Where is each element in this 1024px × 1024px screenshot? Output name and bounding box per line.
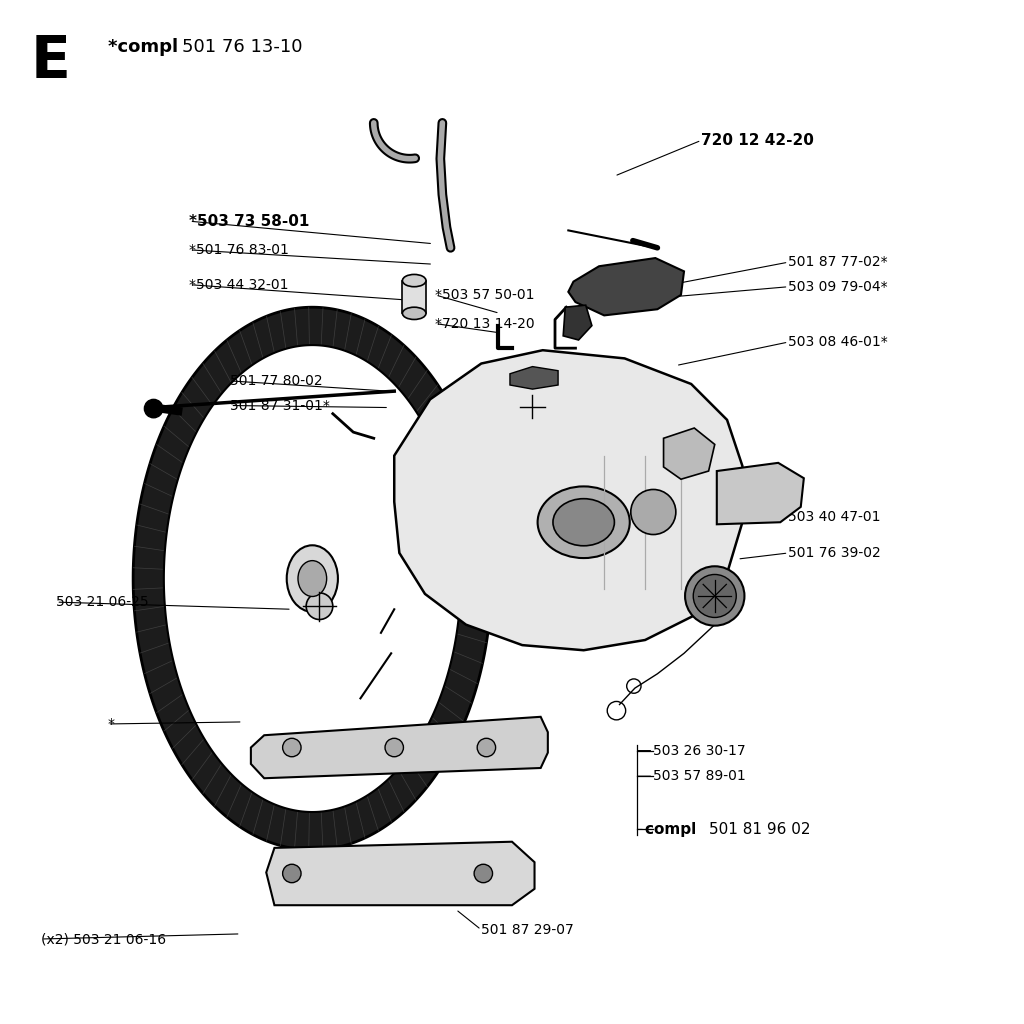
Circle shape bbox=[477, 738, 496, 757]
Circle shape bbox=[385, 738, 403, 757]
Text: 503 26 30-17: 503 26 30-17 bbox=[653, 743, 745, 758]
Polygon shape bbox=[510, 367, 558, 389]
Circle shape bbox=[144, 399, 163, 418]
Ellipse shape bbox=[298, 560, 327, 596]
Circle shape bbox=[631, 489, 676, 535]
Polygon shape bbox=[717, 463, 804, 524]
Text: *: * bbox=[108, 717, 115, 731]
Text: *503 73 58-01: *503 73 58-01 bbox=[189, 214, 310, 228]
Text: 720 12 42-20: 720 12 42-20 bbox=[701, 133, 814, 147]
Text: 501 87 31-01*: 501 87 31-01* bbox=[230, 398, 331, 413]
Text: 501 76 39-02: 501 76 39-02 bbox=[788, 546, 882, 560]
Text: 503 08 46-01*: 503 08 46-01* bbox=[788, 335, 888, 349]
Ellipse shape bbox=[538, 486, 630, 558]
Text: 501 87 29-07: 501 87 29-07 bbox=[481, 923, 574, 937]
Ellipse shape bbox=[287, 545, 338, 612]
Text: E: E bbox=[31, 33, 71, 90]
Text: 501 77 80-02: 501 77 80-02 bbox=[230, 374, 323, 388]
Circle shape bbox=[306, 593, 333, 620]
Ellipse shape bbox=[685, 566, 744, 626]
Polygon shape bbox=[664, 428, 715, 479]
Text: 501 87 77-02*: 501 87 77-02* bbox=[788, 255, 888, 269]
Ellipse shape bbox=[553, 499, 614, 546]
Polygon shape bbox=[394, 350, 742, 650]
Text: *501 76 83-01: *501 76 83-01 bbox=[189, 243, 290, 257]
Ellipse shape bbox=[402, 307, 426, 319]
Polygon shape bbox=[563, 305, 592, 340]
Text: 503 40 47-01: 503 40 47-01 bbox=[788, 510, 881, 524]
Text: *503 44 32-01: *503 44 32-01 bbox=[189, 278, 289, 292]
Text: (x2) 503 21 06-16: (x2) 503 21 06-16 bbox=[41, 932, 166, 946]
Polygon shape bbox=[402, 281, 426, 313]
Polygon shape bbox=[251, 717, 548, 778]
Polygon shape bbox=[568, 258, 684, 315]
Text: *720 13 14-20: *720 13 14-20 bbox=[435, 316, 535, 331]
Polygon shape bbox=[164, 345, 461, 812]
Polygon shape bbox=[133, 307, 492, 850]
Text: 501 81 96 02: 501 81 96 02 bbox=[709, 822, 810, 837]
Ellipse shape bbox=[693, 574, 736, 617]
Text: 501 76 13-10: 501 76 13-10 bbox=[182, 38, 303, 56]
Text: *503 57 50-01: *503 57 50-01 bbox=[435, 288, 535, 302]
Ellipse shape bbox=[402, 274, 426, 287]
Circle shape bbox=[474, 864, 493, 883]
Circle shape bbox=[283, 864, 301, 883]
Polygon shape bbox=[266, 842, 535, 905]
Text: 503 09 79-04*: 503 09 79-04* bbox=[788, 280, 888, 294]
Circle shape bbox=[283, 738, 301, 757]
Text: *compl: *compl bbox=[108, 38, 184, 56]
Text: 503 21 06-25: 503 21 06-25 bbox=[56, 595, 148, 609]
Text: 503 57 89-01: 503 57 89-01 bbox=[653, 769, 746, 783]
Text: compl: compl bbox=[645, 822, 701, 837]
